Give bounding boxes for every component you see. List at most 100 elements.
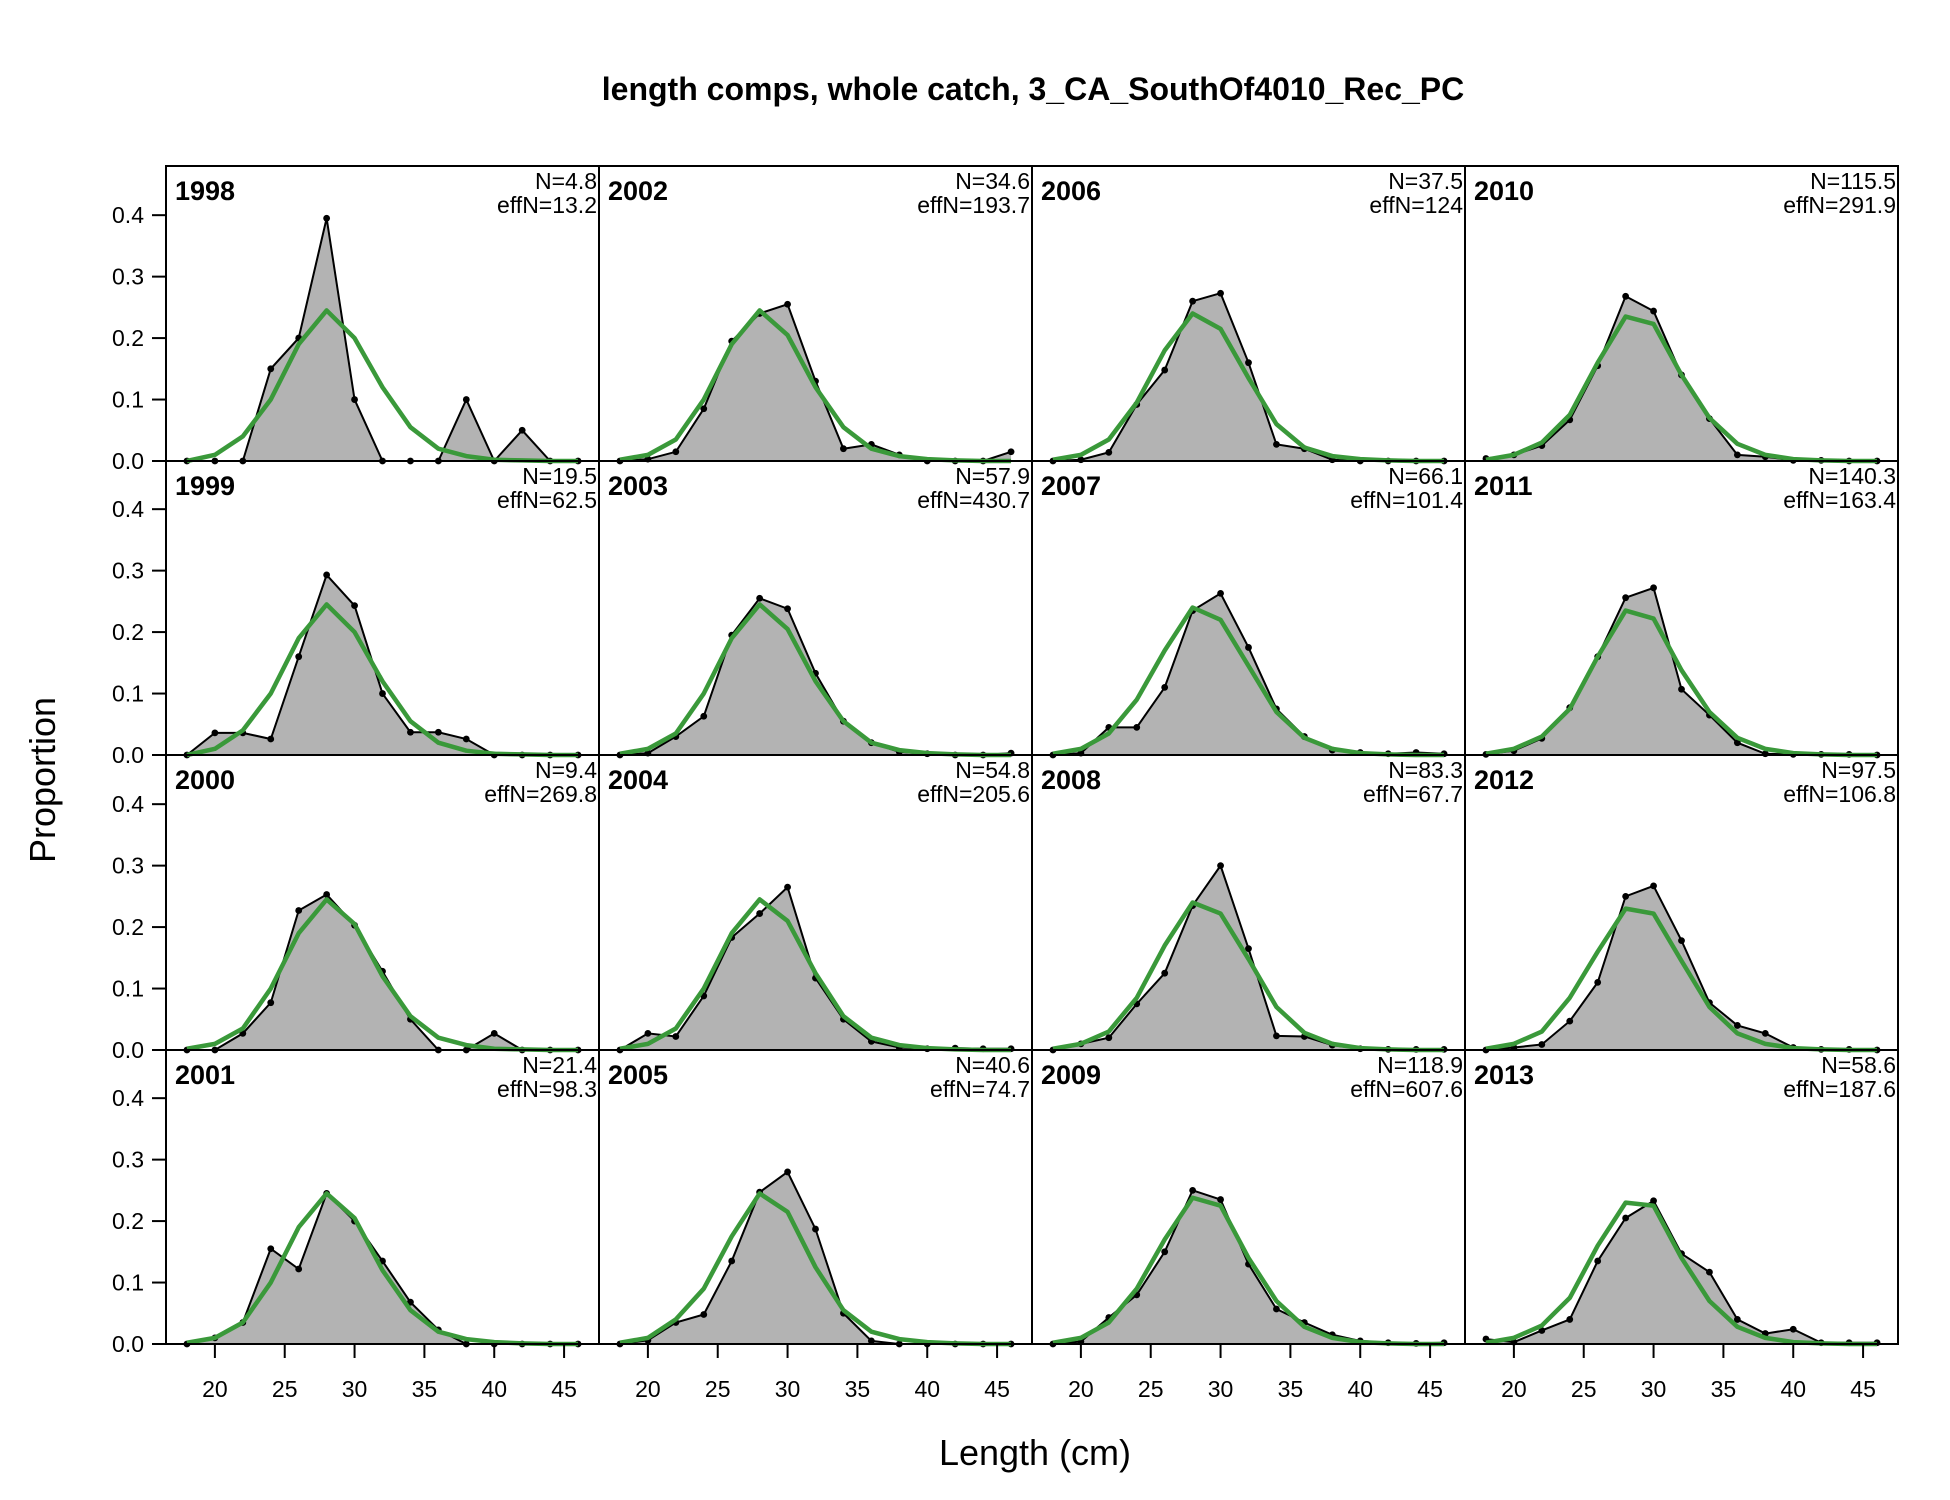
panel-year-label: 2009 [1041, 1060, 1101, 1090]
observed-point [784, 605, 791, 613]
observed-point [840, 445, 847, 453]
x-tick-label: 25 [1138, 1376, 1164, 1402]
expected-line [1485, 314, 1878, 464]
observed-point [1678, 937, 1685, 945]
observed-point [1566, 1017, 1574, 1025]
panel-n-label: N=37.5 [1388, 168, 1463, 194]
observed-point [1189, 1186, 1197, 1194]
x-tick-label: 25 [1571, 1376, 1597, 1402]
panel-effn-label: effN=193.7 [917, 192, 1030, 218]
panel-border [1464, 1049, 1899, 1345]
expected-line [1485, 1200, 1878, 1347]
panel-n-label: N=34.6 [955, 168, 1030, 194]
x-axis-label: Length (cm) [939, 1432, 1131, 1473]
panel-year-label: 2013 [1474, 1060, 1534, 1090]
observed-point [1594, 978, 1602, 986]
x-tick-label: 20 [1068, 1376, 1094, 1402]
observed-point [672, 1033, 680, 1040]
panel-effn-label: effN=67.7 [1363, 781, 1463, 807]
x-tick-label: 20 [202, 1376, 228, 1402]
observed-point [490, 1030, 498, 1037]
expected-line [1485, 608, 1878, 758]
observed-point [1650, 307, 1657, 315]
observed-point [1622, 292, 1630, 300]
observed-point [1789, 1325, 1797, 1333]
observed-point [700, 1311, 708, 1318]
y-tick-label: 0.2 [112, 914, 144, 940]
x-tick-label: 45 [1850, 1376, 1876, 1402]
x-tick-label: 35 [1711, 1376, 1737, 1402]
observed-point [518, 426, 526, 434]
panel-n-label: N=4.8 [535, 168, 597, 194]
panel-n-label: N=19.5 [522, 463, 597, 489]
x-tick-label: 35 [412, 1376, 438, 1402]
x-tick-label: 40 [481, 1376, 507, 1402]
observed-point [267, 365, 275, 373]
observed-point [1594, 1257, 1602, 1265]
observed-point [700, 405, 708, 413]
observed-point [267, 735, 275, 743]
panel-effn-label: effN=98.3 [497, 1076, 597, 1102]
observed-point [1245, 644, 1252, 651]
panel-year-label: 2004 [608, 765, 668, 795]
panel-effn-label: effN=124 [1369, 192, 1463, 218]
expected-line [1052, 311, 1445, 464]
x-tick-label: 20 [1501, 1376, 1527, 1402]
y-tick-label: 0.2 [112, 619, 144, 645]
observed-point [295, 653, 303, 661]
observed-point [323, 891, 331, 898]
x-tick-label: 25 [705, 1376, 731, 1402]
observed-point [784, 1168, 791, 1176]
observed-point [756, 594, 764, 602]
panel-n-label: N=97.5 [1821, 757, 1896, 783]
observed-point [1161, 969, 1169, 977]
observed-point [672, 448, 680, 456]
panel-year-label: 2006 [1041, 176, 1101, 206]
x-tick-label: 35 [1278, 1376, 1304, 1402]
panel-effn-label: effN=74.7 [930, 1076, 1030, 1102]
panel-year-label: 2003 [608, 471, 668, 501]
x-tick-label: 45 [551, 1376, 577, 1402]
y-tick-label: 0.0 [112, 742, 144, 768]
panel-year-label: 2010 [1474, 176, 1534, 206]
expected-line [1052, 1195, 1445, 1347]
panel-n-label: N=115.5 [1810, 168, 1896, 194]
expected-line [1485, 906, 1878, 1053]
observed-point [644, 1030, 652, 1037]
observed-point [1650, 882, 1657, 890]
y-tick-label: 0.2 [112, 1208, 144, 1234]
observed-point [1538, 1041, 1546, 1048]
expected-line [619, 308, 1012, 464]
x-tick-label: 45 [1417, 1376, 1443, 1402]
y-tick-label: 0.2 [112, 325, 144, 351]
y-tick-label: 0.0 [112, 1037, 144, 1063]
observed-area [619, 887, 1012, 1050]
observed-point [1161, 366, 1169, 374]
observed-point [756, 910, 764, 917]
x-tick-label: 30 [342, 1376, 368, 1402]
expected-line [619, 897, 1012, 1053]
observed-point [1273, 1032, 1280, 1040]
observed-point [1733, 1316, 1741, 1323]
observed-area [619, 1171, 1012, 1344]
observed-point [1733, 1022, 1741, 1029]
observed-point [1217, 862, 1224, 870]
observed-point [1273, 441, 1280, 448]
y-axis-label: Proportion [22, 697, 63, 863]
panel-year-label: 1999 [175, 471, 235, 501]
panel-n-label: N=66.1 [1388, 463, 1463, 489]
panel-n-label: N=118.9 [1377, 1052, 1463, 1078]
observed-point [1622, 892, 1630, 900]
